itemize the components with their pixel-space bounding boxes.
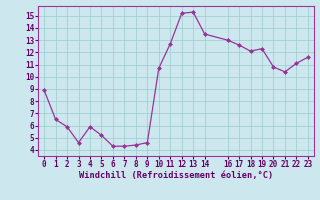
X-axis label: Windchill (Refroidissement éolien,°C): Windchill (Refroidissement éolien,°C) bbox=[79, 171, 273, 180]
